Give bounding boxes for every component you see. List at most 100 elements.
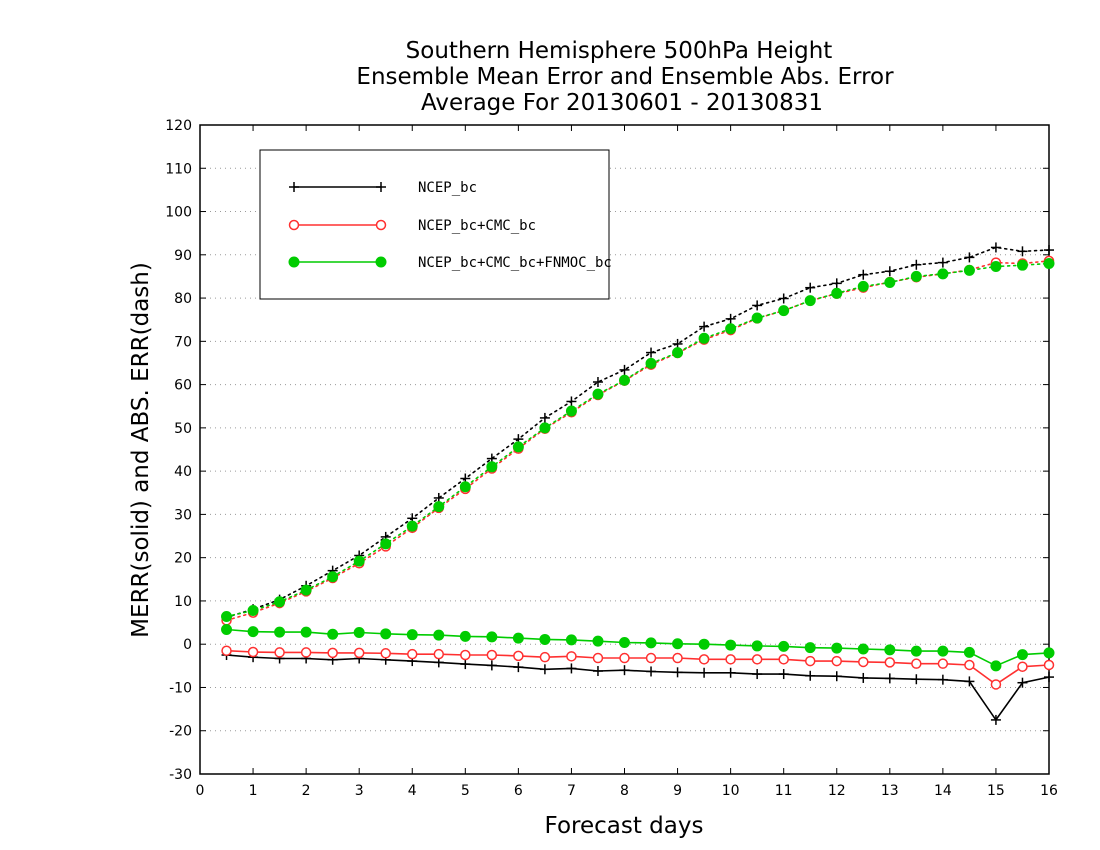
merr-point (752, 669, 763, 680)
y-tick-label: 110 (165, 161, 192, 177)
merr-point (486, 660, 497, 671)
y-axis: -30 -20 -10 0 10 20 30 40 50 60 70 80 90 100 110 120 (165, 118, 1049, 783)
abs-err-point (566, 396, 577, 407)
merr-point (964, 676, 975, 687)
x-tick-label: 4 (408, 783, 417, 799)
abs-err-point (512, 441, 524, 453)
abs-err-point (380, 538, 392, 550)
abs-err-point (752, 300, 763, 311)
y-tick-label: 0 (183, 637, 192, 653)
series-2 (221, 255, 1055, 690)
x-tick-label: 6 (514, 783, 523, 799)
merr-point (645, 652, 657, 664)
legend-label: NCEP_bc+CMC_bc+FNMOC_bc (418, 255, 612, 271)
abs-err-point (565, 405, 577, 417)
abs-err-point (1017, 246, 1028, 257)
merr-point (592, 666, 603, 677)
merr-point (672, 652, 683, 664)
merr-point (964, 659, 975, 671)
abs-err-point (963, 264, 975, 276)
merr-point (274, 626, 286, 638)
abs-err-point (910, 270, 922, 282)
x-tick-label: 9 (673, 783, 682, 799)
abs-err-point (247, 604, 259, 616)
merr-point (486, 649, 498, 661)
merr-point (619, 665, 630, 676)
merr-point (247, 626, 259, 638)
abs-err-point (539, 422, 551, 434)
merr-point (539, 633, 551, 645)
x-tick-label: 13 (881, 783, 899, 799)
abs-err-point (672, 347, 684, 359)
chart-title-line-1: Southern Hemisphere 500hPa Height (406, 38, 833, 64)
abs-err-point (831, 287, 843, 299)
merr-point (513, 662, 524, 673)
merr-point (725, 667, 736, 678)
merr-point (380, 648, 391, 659)
merr-point (911, 674, 922, 685)
legend-marker (376, 182, 386, 192)
merr-point (937, 674, 948, 685)
abs-err-point (353, 555, 365, 567)
y-tick-label: 30 (174, 507, 192, 523)
merr-point (619, 636, 630, 648)
legend-item-3: NCEP_bc+CMC_bc+FNMOC_bc (288, 255, 612, 271)
y-tick-label: 80 (174, 291, 192, 307)
x-tick-label: 16 (1040, 783, 1058, 799)
x-tick-label: 10 (722, 783, 740, 799)
abs-err-point (300, 584, 312, 596)
abs-err-point (990, 260, 1002, 272)
y-tick-label: -10 (169, 680, 192, 696)
abs-err-point (778, 305, 790, 317)
merr-point (778, 640, 790, 652)
x-tick-label: 11 (775, 783, 793, 799)
merr-point (539, 664, 550, 675)
merr-point (1017, 677, 1028, 688)
abs-err-point (831, 278, 842, 289)
legend-marker (288, 256, 300, 268)
merr-point (565, 634, 577, 646)
abs-err-point (778, 293, 789, 304)
merr-point (1016, 649, 1028, 661)
merr-point (990, 679, 1002, 690)
abs-err-point (805, 282, 816, 293)
chart-title: Southern Hemisphere 500hPa Height Ensemb… (356, 38, 894, 116)
x-tick-label: 3 (355, 783, 364, 799)
abs-err-point (964, 252, 975, 263)
merr-point (619, 652, 630, 664)
abs-err-point (698, 332, 710, 344)
abs-err-point (804, 295, 816, 307)
abs-err-point (725, 323, 737, 335)
merr-point (327, 647, 338, 659)
merr-point (937, 658, 949, 669)
abs-err-point (646, 347, 657, 358)
x-axis-label: Forecast days (545, 813, 704, 839)
merr-point (407, 648, 418, 660)
merr-point (1043, 659, 1055, 671)
merr-point (486, 631, 498, 643)
x-tick-label: 1 (249, 783, 258, 799)
merr-point (1043, 647, 1055, 659)
abs-err-line (225, 262, 1050, 618)
merr-point (804, 642, 816, 654)
abs-err-point (327, 571, 339, 583)
merr-point (910, 645, 922, 657)
y-tick-label: 50 (174, 421, 192, 437)
abs-err-point (645, 357, 657, 369)
merr-point (884, 657, 896, 668)
merr-point (460, 659, 471, 670)
x-axis: 0 1 2 3 4 5 6 7 8 9 10 11 12 13 14 15 16 (196, 125, 1058, 799)
abs-err-point (592, 377, 603, 388)
merr-point (274, 647, 285, 658)
abs-err-point (619, 364, 630, 375)
abs-err-line (225, 246, 1050, 619)
series-3 (221, 257, 1055, 672)
merr-point (353, 647, 365, 659)
abs-err-point (725, 313, 736, 324)
merr-point (698, 638, 710, 650)
merr-point (592, 635, 604, 647)
abs-err-point (592, 388, 604, 400)
y-tick-label: 10 (174, 594, 192, 610)
merr-point (937, 645, 949, 657)
